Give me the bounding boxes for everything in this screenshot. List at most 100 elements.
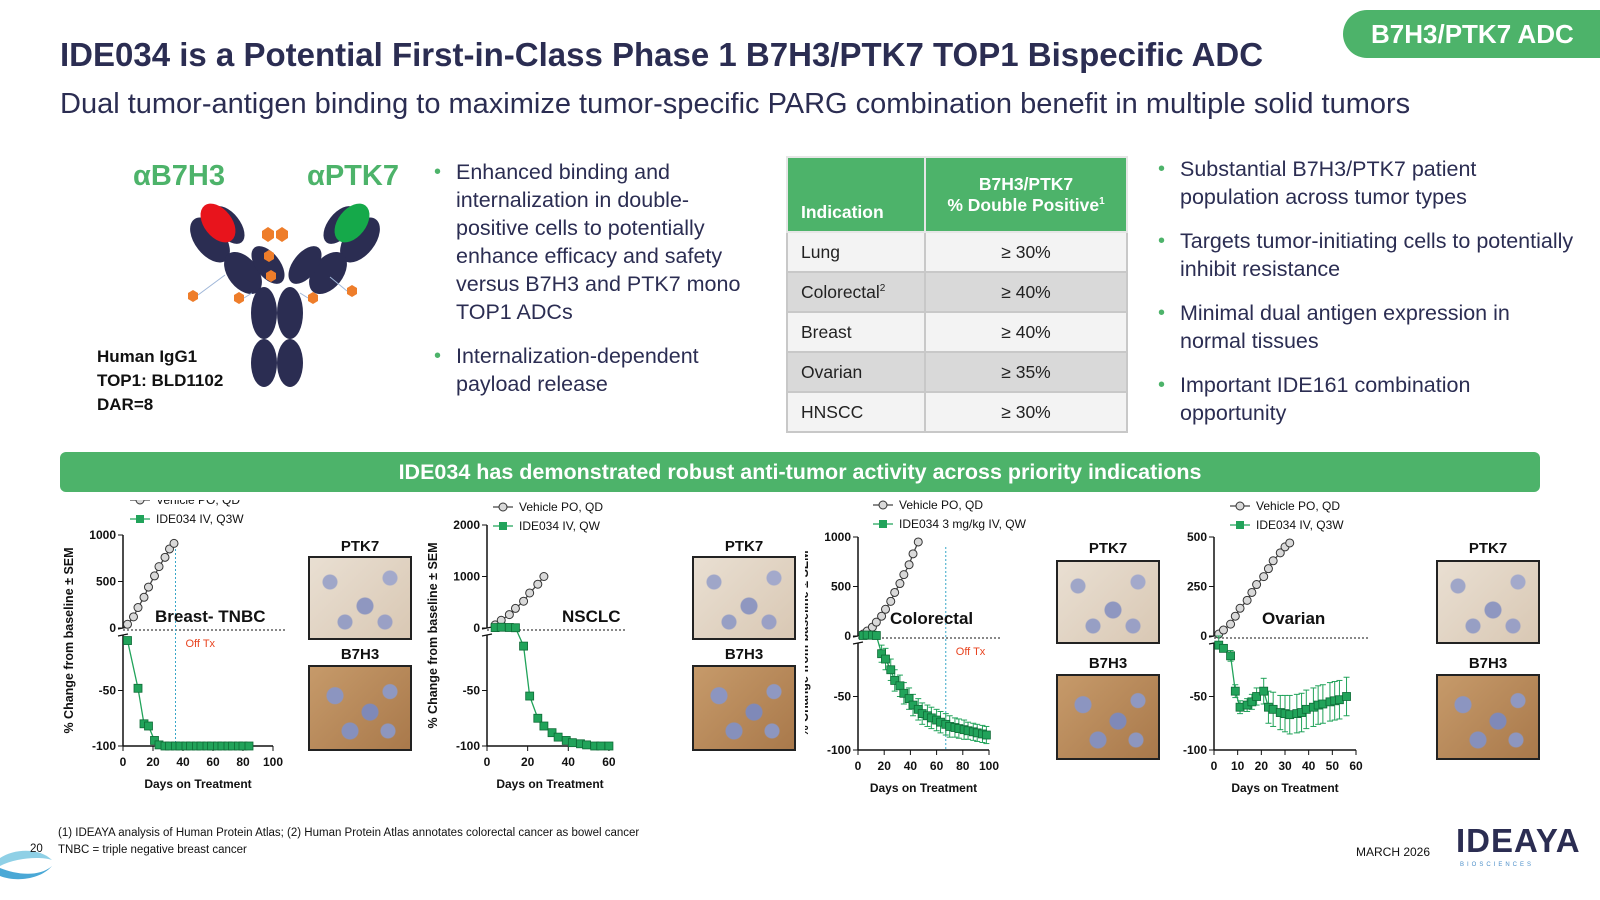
ihc-b7h3-title: B7H3 bbox=[340, 646, 380, 663]
vehicle-data-point bbox=[881, 604, 891, 614]
vehicle-data-point bbox=[871, 617, 881, 627]
x-axis-title: Days on Treatment bbox=[144, 777, 251, 791]
treated-data-point bbox=[123, 636, 132, 645]
x-tick-label: 60 bbox=[930, 759, 944, 773]
y-tick-label: 500 bbox=[96, 575, 116, 589]
vehicle-data-point bbox=[1268, 556, 1278, 566]
bullet-item: Substantial B7H3/PTK7 patient population… bbox=[1156, 155, 1576, 211]
ihc-b7h3-title: B7H3 bbox=[1468, 655, 1508, 672]
x-tick-label: 60 bbox=[1349, 759, 1363, 773]
antibody-diagram-icon bbox=[188, 203, 380, 387]
indication-cell: Colorectal bbox=[801, 281, 880, 302]
ihc-b7h3-title: B7H3 bbox=[724, 646, 764, 663]
y-tick-label: -50 bbox=[463, 684, 481, 698]
vehicle-data-point bbox=[169, 538, 179, 548]
footnote-line: TNBC = triple negative breast cancer bbox=[58, 844, 247, 856]
vehicle-data-point bbox=[1275, 548, 1285, 558]
y-tick-label: 250 bbox=[1187, 580, 1207, 594]
y-tick-label: 2000 bbox=[453, 518, 480, 532]
opportunity-bullets: Substantial B7H3/PTK7 patient population… bbox=[1156, 155, 1576, 443]
x-tick-label: 10 bbox=[1231, 759, 1245, 773]
ihc-ptk7-image bbox=[692, 556, 796, 640]
x-tick-label: 40 bbox=[1302, 759, 1316, 773]
treated-series-line bbox=[495, 626, 609, 747]
value-cell: ≥ 30% bbox=[924, 231, 1128, 273]
vehicle-data-point bbox=[150, 571, 159, 581]
x-tick-label: 40 bbox=[904, 759, 918, 773]
x-tick-label: 20 bbox=[878, 759, 892, 773]
legend-marker bbox=[499, 522, 507, 530]
bullet-item: Minimal dual antigen expression in norma… bbox=[1156, 299, 1576, 355]
x-axis-title: Days on Treatment bbox=[870, 781, 977, 795]
indication-cell: HNSCC bbox=[801, 401, 864, 422]
vehicle-data-point bbox=[504, 610, 514, 620]
vehicle-data-point bbox=[1218, 625, 1228, 635]
x-axis-title: Days on Treatment bbox=[1231, 781, 1338, 795]
legend-label: Vehicle PO, QD bbox=[899, 500, 983, 512]
table-row: Colorectal2 ≥ 40% bbox=[786, 271, 1128, 313]
vehicle-data-point bbox=[533, 579, 543, 589]
axis-break bbox=[481, 633, 493, 637]
vehicle-data-point bbox=[1230, 611, 1240, 621]
vehicle-data-point bbox=[904, 560, 914, 570]
legend-label: IDE034 IV, Q3W bbox=[1256, 518, 1344, 532]
treated-data-point bbox=[244, 741, 254, 751]
legend-label: Vehicle PO, QD bbox=[1256, 500, 1340, 513]
x-tick-label: 60 bbox=[602, 755, 616, 769]
x-tick-label: 40 bbox=[176, 755, 190, 769]
treated-data-point bbox=[133, 683, 143, 693]
antibody-info: Human IgG1 TOP1: BLD1102 DAR=8 bbox=[97, 345, 223, 417]
x-tick-label: 50 bbox=[1326, 759, 1340, 773]
vehicle-data-point bbox=[539, 572, 549, 581]
chart-indication-label: NSCLC bbox=[562, 607, 621, 626]
bullet-item: Important IDE161 combination opportunity bbox=[1156, 371, 1576, 427]
off-treatment-label: Off Tx bbox=[186, 638, 216, 650]
vehicle-data-point bbox=[160, 552, 170, 562]
vehicle-data-point bbox=[129, 612, 138, 622]
legend-label: Vehicle PO, QD bbox=[519, 500, 603, 514]
y-tick-label: 0 bbox=[109, 621, 116, 635]
treated-data-point bbox=[890, 676, 900, 685]
vehicle-data-point bbox=[908, 549, 918, 559]
vehicle-data-point bbox=[899, 570, 909, 580]
table-header-sup: 1 bbox=[1099, 195, 1105, 207]
bullet-item: Targets tumor-initiating cells to potent… bbox=[1156, 227, 1576, 283]
vehicle-data-point bbox=[1242, 595, 1252, 605]
x-tick-label: 40 bbox=[562, 755, 576, 769]
x-tick-label: 0 bbox=[484, 755, 491, 769]
vehicle-data-point bbox=[886, 596, 896, 606]
chart-indication-label: Colorectal bbox=[890, 609, 973, 628]
treated-data-point bbox=[496, 622, 506, 632]
treated-data-point bbox=[567, 738, 577, 748]
treated-data-point bbox=[582, 740, 591, 750]
treated-data-point bbox=[871, 631, 881, 640]
legend-marker bbox=[136, 515, 144, 523]
vehicle-data-point bbox=[1285, 538, 1295, 548]
y-tick-label: 1000 bbox=[453, 570, 480, 584]
table-row: HNSCC ≥ 30% bbox=[786, 391, 1128, 433]
legend-label: IDE034 IV, QW bbox=[519, 519, 601, 533]
treated-data-point bbox=[604, 741, 614, 751]
indication-cell: Breast bbox=[801, 321, 852, 342]
ihc-b7h3-image bbox=[1056, 674, 1160, 760]
treated-data-point bbox=[144, 721, 153, 731]
footer-swoosh-icon bbox=[0, 850, 52, 880]
page-title: IDE034 is a Potential First-in-Class Pha… bbox=[60, 36, 1264, 73]
table-header-value-line2: % Double Positive bbox=[947, 194, 1100, 215]
treated-data-point bbox=[899, 688, 909, 698]
table-header-value-line1: B7H3/PTK7 bbox=[978, 173, 1074, 194]
legend-marker bbox=[1236, 521, 1244, 529]
treated-data-point bbox=[895, 681, 905, 691]
alpha-ptk7-label: αPTK7 bbox=[307, 160, 399, 192]
y-tick-label: -50 bbox=[99, 684, 117, 698]
x-tick-label: 100 bbox=[263, 755, 283, 769]
antibody-info-line: DAR=8 bbox=[97, 395, 154, 414]
x-tick-label: 20 bbox=[521, 755, 535, 769]
ihc-ptk7-image bbox=[308, 556, 412, 640]
ihc-ptk7-title: PTK7 bbox=[1088, 540, 1128, 557]
y-tick-label: 0 bbox=[473, 621, 480, 635]
vehicle-data-point bbox=[519, 596, 529, 606]
treated-data-point bbox=[150, 736, 159, 745]
legend-label: Vehicle PO, QD bbox=[156, 500, 240, 507]
table-row: Lung ≥ 30% bbox=[786, 231, 1128, 273]
